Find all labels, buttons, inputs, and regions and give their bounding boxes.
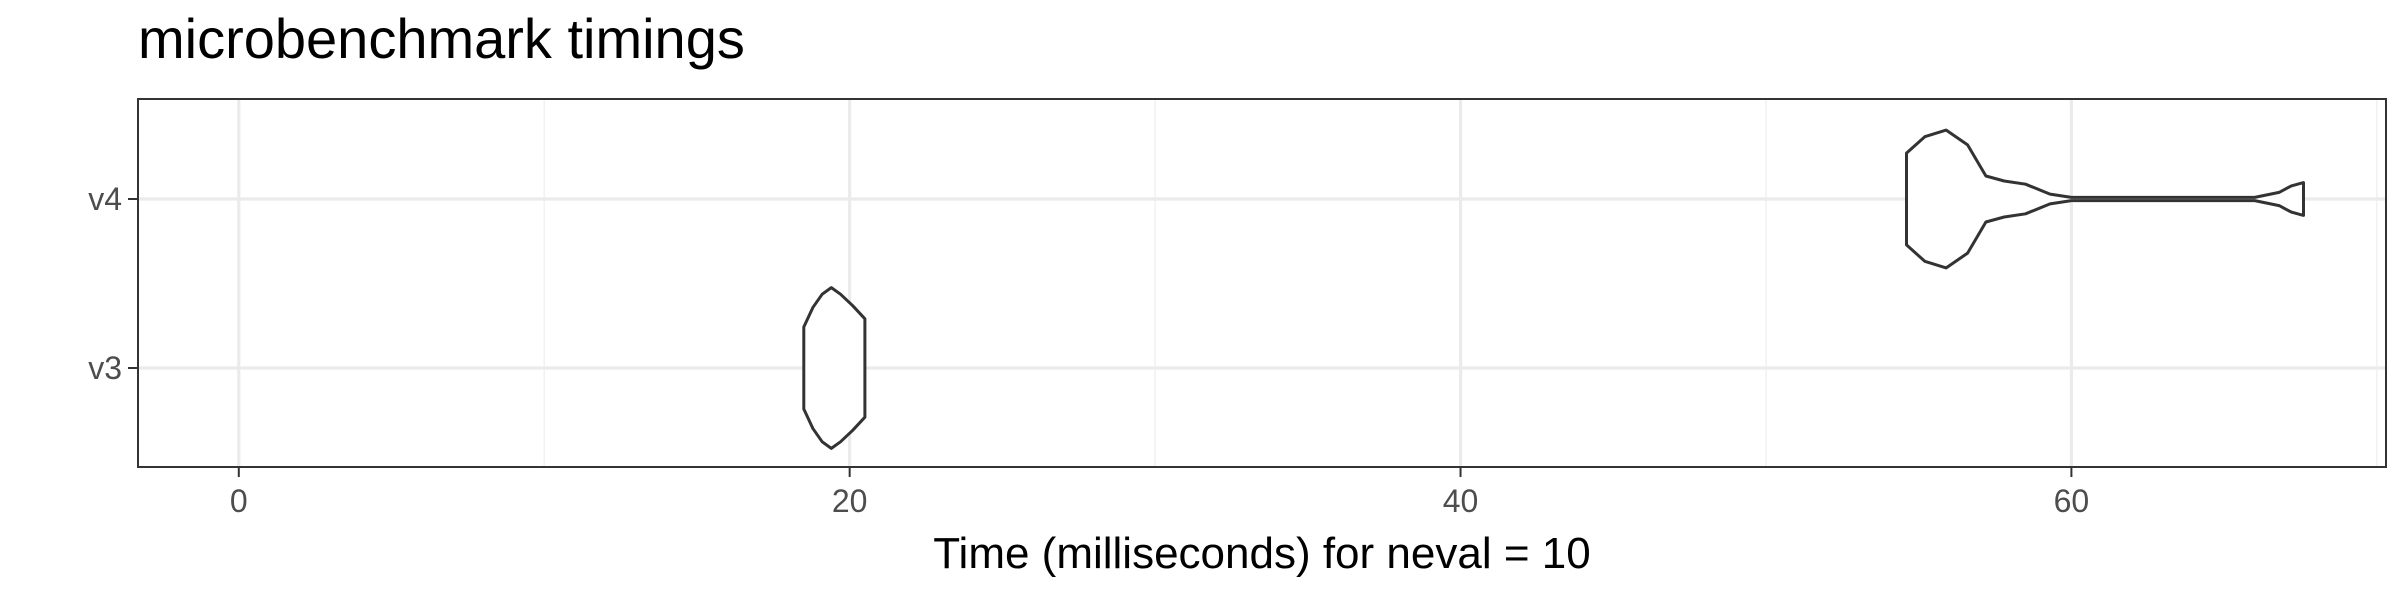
violin-v3	[802, 286, 867, 450]
x-tick-label: 20	[832, 483, 868, 519]
violin-v4	[1905, 128, 2305, 270]
x-axis-title: Time (milliseconds) for neval = 10	[933, 529, 1590, 578]
x-tick-label: 60	[2054, 483, 2090, 519]
plot-panel-border	[137, 98, 2387, 468]
plot-area: 0 20 40 60 v3 v4	[88, 98, 2387, 519]
x-tick-label: 40	[1443, 483, 1479, 519]
x-tick-label: 0	[230, 483, 248, 519]
y-tick-label: v3	[88, 350, 122, 386]
chart-title: microbenchmark timings	[138, 7, 745, 70]
y-tick-label: v4	[88, 181, 122, 217]
